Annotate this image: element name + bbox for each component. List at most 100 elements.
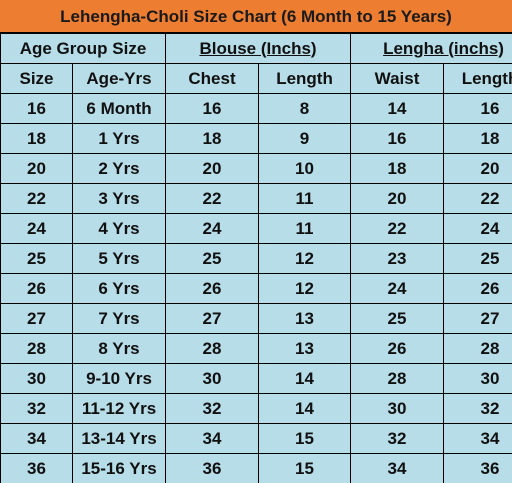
cell: 1 Yrs bbox=[71, 123, 167, 154]
group-header: Lengha (inchs) bbox=[383, 38, 504, 58]
cell: 27 bbox=[165, 303, 260, 334]
cell: 14 bbox=[350, 93, 445, 124]
group-header-row: Age Group Size Blouse (Inchs) Lengha (inch… bbox=[0, 33, 512, 64]
cell: 18 bbox=[443, 123, 512, 154]
title: Lehengha-Choli Size Chart (6 Month to 15… bbox=[0, 0, 512, 33]
data-row: 22 3 Yrs 22 11 20 22 bbox=[0, 183, 512, 214]
cell: 18 bbox=[165, 123, 260, 154]
column-header: Chest bbox=[165, 63, 260, 94]
column-header: Length bbox=[258, 63, 352, 94]
cell: 8 Yrs bbox=[71, 333, 167, 364]
cell: 34 bbox=[350, 453, 445, 483]
cell: 32 bbox=[0, 393, 73, 424]
cell: 28 bbox=[0, 333, 73, 364]
cell: 12 bbox=[258, 273, 352, 304]
cell: 15 bbox=[258, 453, 352, 483]
cell: 26 bbox=[350, 333, 445, 364]
column-header: Waist bbox=[350, 63, 445, 94]
cell: 16 bbox=[350, 123, 445, 154]
cell: 22 bbox=[165, 183, 260, 214]
column-header: Size bbox=[0, 63, 73, 94]
data-row: 18 1 Yrs 18 9 16 18 bbox=[0, 123, 512, 154]
cell: 24 bbox=[165, 213, 260, 244]
column-header: Age-Yrs bbox=[71, 63, 167, 94]
cell: 25 bbox=[350, 303, 445, 334]
cell: 36 bbox=[165, 453, 260, 483]
cell: 14 bbox=[258, 393, 352, 424]
cell: 26 bbox=[443, 273, 512, 304]
cell: 24 bbox=[350, 273, 445, 304]
cell: 20 bbox=[165, 153, 260, 184]
cell: 23 bbox=[350, 243, 445, 274]
cell: 20 bbox=[350, 183, 445, 214]
cell: 16 bbox=[0, 93, 73, 124]
cell: 16 bbox=[165, 93, 260, 124]
cell: 32 bbox=[350, 423, 445, 454]
cell: 28 bbox=[443, 333, 512, 364]
cell: 18 bbox=[0, 123, 73, 154]
group-header-cell: Blouse (Inchs) bbox=[165, 33, 352, 64]
data-row: 32 11-12 Yrs 32 14 30 32 bbox=[0, 393, 512, 424]
cell: 15 bbox=[258, 423, 352, 454]
cell: 5 Yrs bbox=[71, 243, 167, 274]
cell: 25 bbox=[443, 243, 512, 274]
cell: 24 bbox=[443, 213, 512, 244]
cell: 16 bbox=[443, 93, 512, 124]
data-row: 20 2 Yrs 20 10 18 20 bbox=[0, 153, 512, 184]
cell: 14 bbox=[258, 363, 352, 394]
data-row: 26 6 Yrs 26 12 24 26 bbox=[0, 273, 512, 304]
cell: 30 bbox=[0, 363, 73, 394]
cell: 30 bbox=[443, 363, 512, 394]
group-header: Blouse (Inchs) bbox=[199, 38, 317, 58]
cell: 13 bbox=[258, 333, 352, 364]
cell: 11 bbox=[258, 213, 352, 244]
cell: 13 bbox=[258, 303, 352, 334]
cell: 10 bbox=[258, 153, 352, 184]
data-row: 16 6 Month 16 8 14 16 bbox=[0, 93, 512, 124]
cell: 24 bbox=[0, 213, 73, 244]
cell: 12 bbox=[258, 243, 352, 274]
cell: 15-16 Yrs bbox=[71, 453, 167, 483]
data-row: 24 4 Yrs 24 11 22 24 bbox=[0, 213, 512, 244]
data-row: 28 8 Yrs 28 13 26 28 bbox=[0, 333, 512, 364]
cell: 11-12 Yrs bbox=[71, 393, 167, 424]
cell: 25 bbox=[165, 243, 260, 274]
cell: 22 bbox=[0, 183, 73, 214]
cell: 36 bbox=[443, 453, 512, 483]
cell: 34 bbox=[0, 423, 73, 454]
size-table: Age Group Size Blouse (Inchs) Lengha (inch… bbox=[0, 33, 512, 483]
cell: 20 bbox=[443, 153, 512, 184]
cell: 26 bbox=[0, 273, 73, 304]
cell: 9 bbox=[258, 123, 352, 154]
cell: 28 bbox=[350, 363, 445, 394]
cell: 7 Yrs bbox=[71, 303, 167, 334]
cell: 22 bbox=[350, 213, 445, 244]
cell: 18 bbox=[350, 153, 445, 184]
cell: 27 bbox=[0, 303, 73, 334]
cell: 36 bbox=[0, 453, 73, 483]
data-row: 25 5 Yrs 25 12 23 25 bbox=[0, 243, 512, 274]
cell: 9-10 Yrs bbox=[71, 363, 167, 394]
cell: 20 bbox=[0, 153, 73, 184]
cell: 26 bbox=[165, 273, 260, 304]
cell: 30 bbox=[165, 363, 260, 394]
cell: 28 bbox=[165, 333, 260, 364]
cell: 6 Month bbox=[71, 93, 167, 124]
cell: 6 Yrs bbox=[71, 273, 167, 304]
cell: 4 Yrs bbox=[71, 213, 167, 244]
cell: 32 bbox=[443, 393, 512, 424]
cell: 22 bbox=[443, 183, 512, 214]
data-row: 34 13-14 Yrs 34 15 32 34 bbox=[0, 423, 512, 454]
cell: 34 bbox=[443, 423, 512, 454]
cell: 3 Yrs bbox=[71, 183, 167, 214]
cell: 27 bbox=[443, 303, 512, 334]
column-header: Length bbox=[443, 63, 512, 94]
cell: 30 bbox=[350, 393, 445, 424]
cell: 13-14 Yrs bbox=[71, 423, 167, 454]
cell: 32 bbox=[165, 393, 260, 424]
group-header-cell: Lengha (inchs) bbox=[350, 33, 512, 64]
group-header: Age Group Size bbox=[19, 38, 147, 58]
group-header-cell: Age Group Size bbox=[0, 33, 167, 64]
cell: 2 Yrs bbox=[71, 153, 167, 184]
